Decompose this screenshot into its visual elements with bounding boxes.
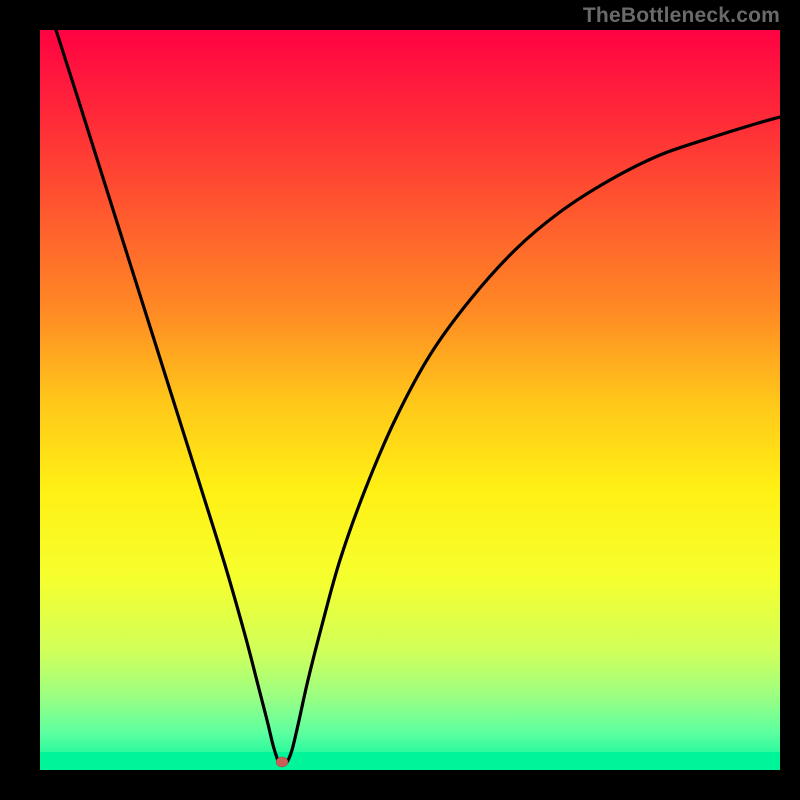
green-band xyxy=(40,752,780,770)
minimum-marker xyxy=(276,757,288,767)
watermark-label: TheBottleneck.com xyxy=(583,4,780,28)
chart-frame: TheBottleneck.com xyxy=(0,0,800,800)
bottleneck-chart xyxy=(0,0,800,800)
plot-background xyxy=(40,30,780,770)
